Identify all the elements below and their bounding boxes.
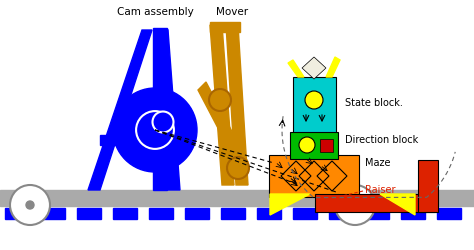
Circle shape bbox=[113, 88, 197, 172]
Polygon shape bbox=[198, 82, 248, 170]
Polygon shape bbox=[158, 30, 180, 190]
Circle shape bbox=[209, 89, 231, 111]
Bar bbox=[113, 208, 137, 219]
Polygon shape bbox=[288, 60, 304, 77]
Bar bbox=[210, 22, 240, 32]
Circle shape bbox=[26, 201, 34, 209]
Text: Maze: Maze bbox=[365, 158, 391, 168]
Bar bbox=[290, 132, 338, 159]
Bar bbox=[0, 190, 474, 206]
Text: State block.: State block. bbox=[345, 98, 403, 108]
Circle shape bbox=[305, 91, 323, 109]
Bar bbox=[221, 208, 245, 219]
Bar bbox=[41, 208, 65, 219]
Circle shape bbox=[299, 137, 315, 153]
Polygon shape bbox=[380, 194, 415, 215]
Polygon shape bbox=[210, 25, 234, 185]
Circle shape bbox=[136, 111, 174, 149]
Polygon shape bbox=[270, 194, 310, 215]
Polygon shape bbox=[88, 30, 152, 190]
Bar bbox=[293, 77, 336, 134]
Bar bbox=[329, 208, 353, 219]
Polygon shape bbox=[302, 57, 326, 79]
Text: Raiser: Raiser bbox=[365, 185, 395, 195]
Bar bbox=[269, 155, 359, 197]
Polygon shape bbox=[226, 25, 248, 185]
Bar bbox=[437, 208, 461, 219]
Bar bbox=[153, 28, 167, 190]
Circle shape bbox=[227, 157, 249, 179]
Bar bbox=[5, 208, 29, 219]
Bar bbox=[401, 208, 425, 219]
Polygon shape bbox=[100, 135, 168, 145]
Bar bbox=[257, 208, 281, 219]
Text: Mover: Mover bbox=[216, 7, 248, 17]
Circle shape bbox=[335, 185, 375, 225]
Bar bbox=[315, 194, 435, 212]
Circle shape bbox=[10, 185, 50, 225]
Bar bbox=[293, 208, 317, 219]
Circle shape bbox=[351, 201, 359, 209]
Text: Direction block: Direction block bbox=[345, 135, 418, 145]
Bar bbox=[365, 208, 389, 219]
Bar bbox=[418, 160, 438, 212]
Bar bbox=[149, 208, 173, 219]
Polygon shape bbox=[326, 57, 340, 77]
Bar bbox=[185, 208, 209, 219]
Bar bbox=[77, 208, 101, 219]
Circle shape bbox=[153, 112, 173, 132]
Bar bbox=[320, 139, 333, 152]
Text: Cam assembly: Cam assembly bbox=[117, 7, 193, 17]
